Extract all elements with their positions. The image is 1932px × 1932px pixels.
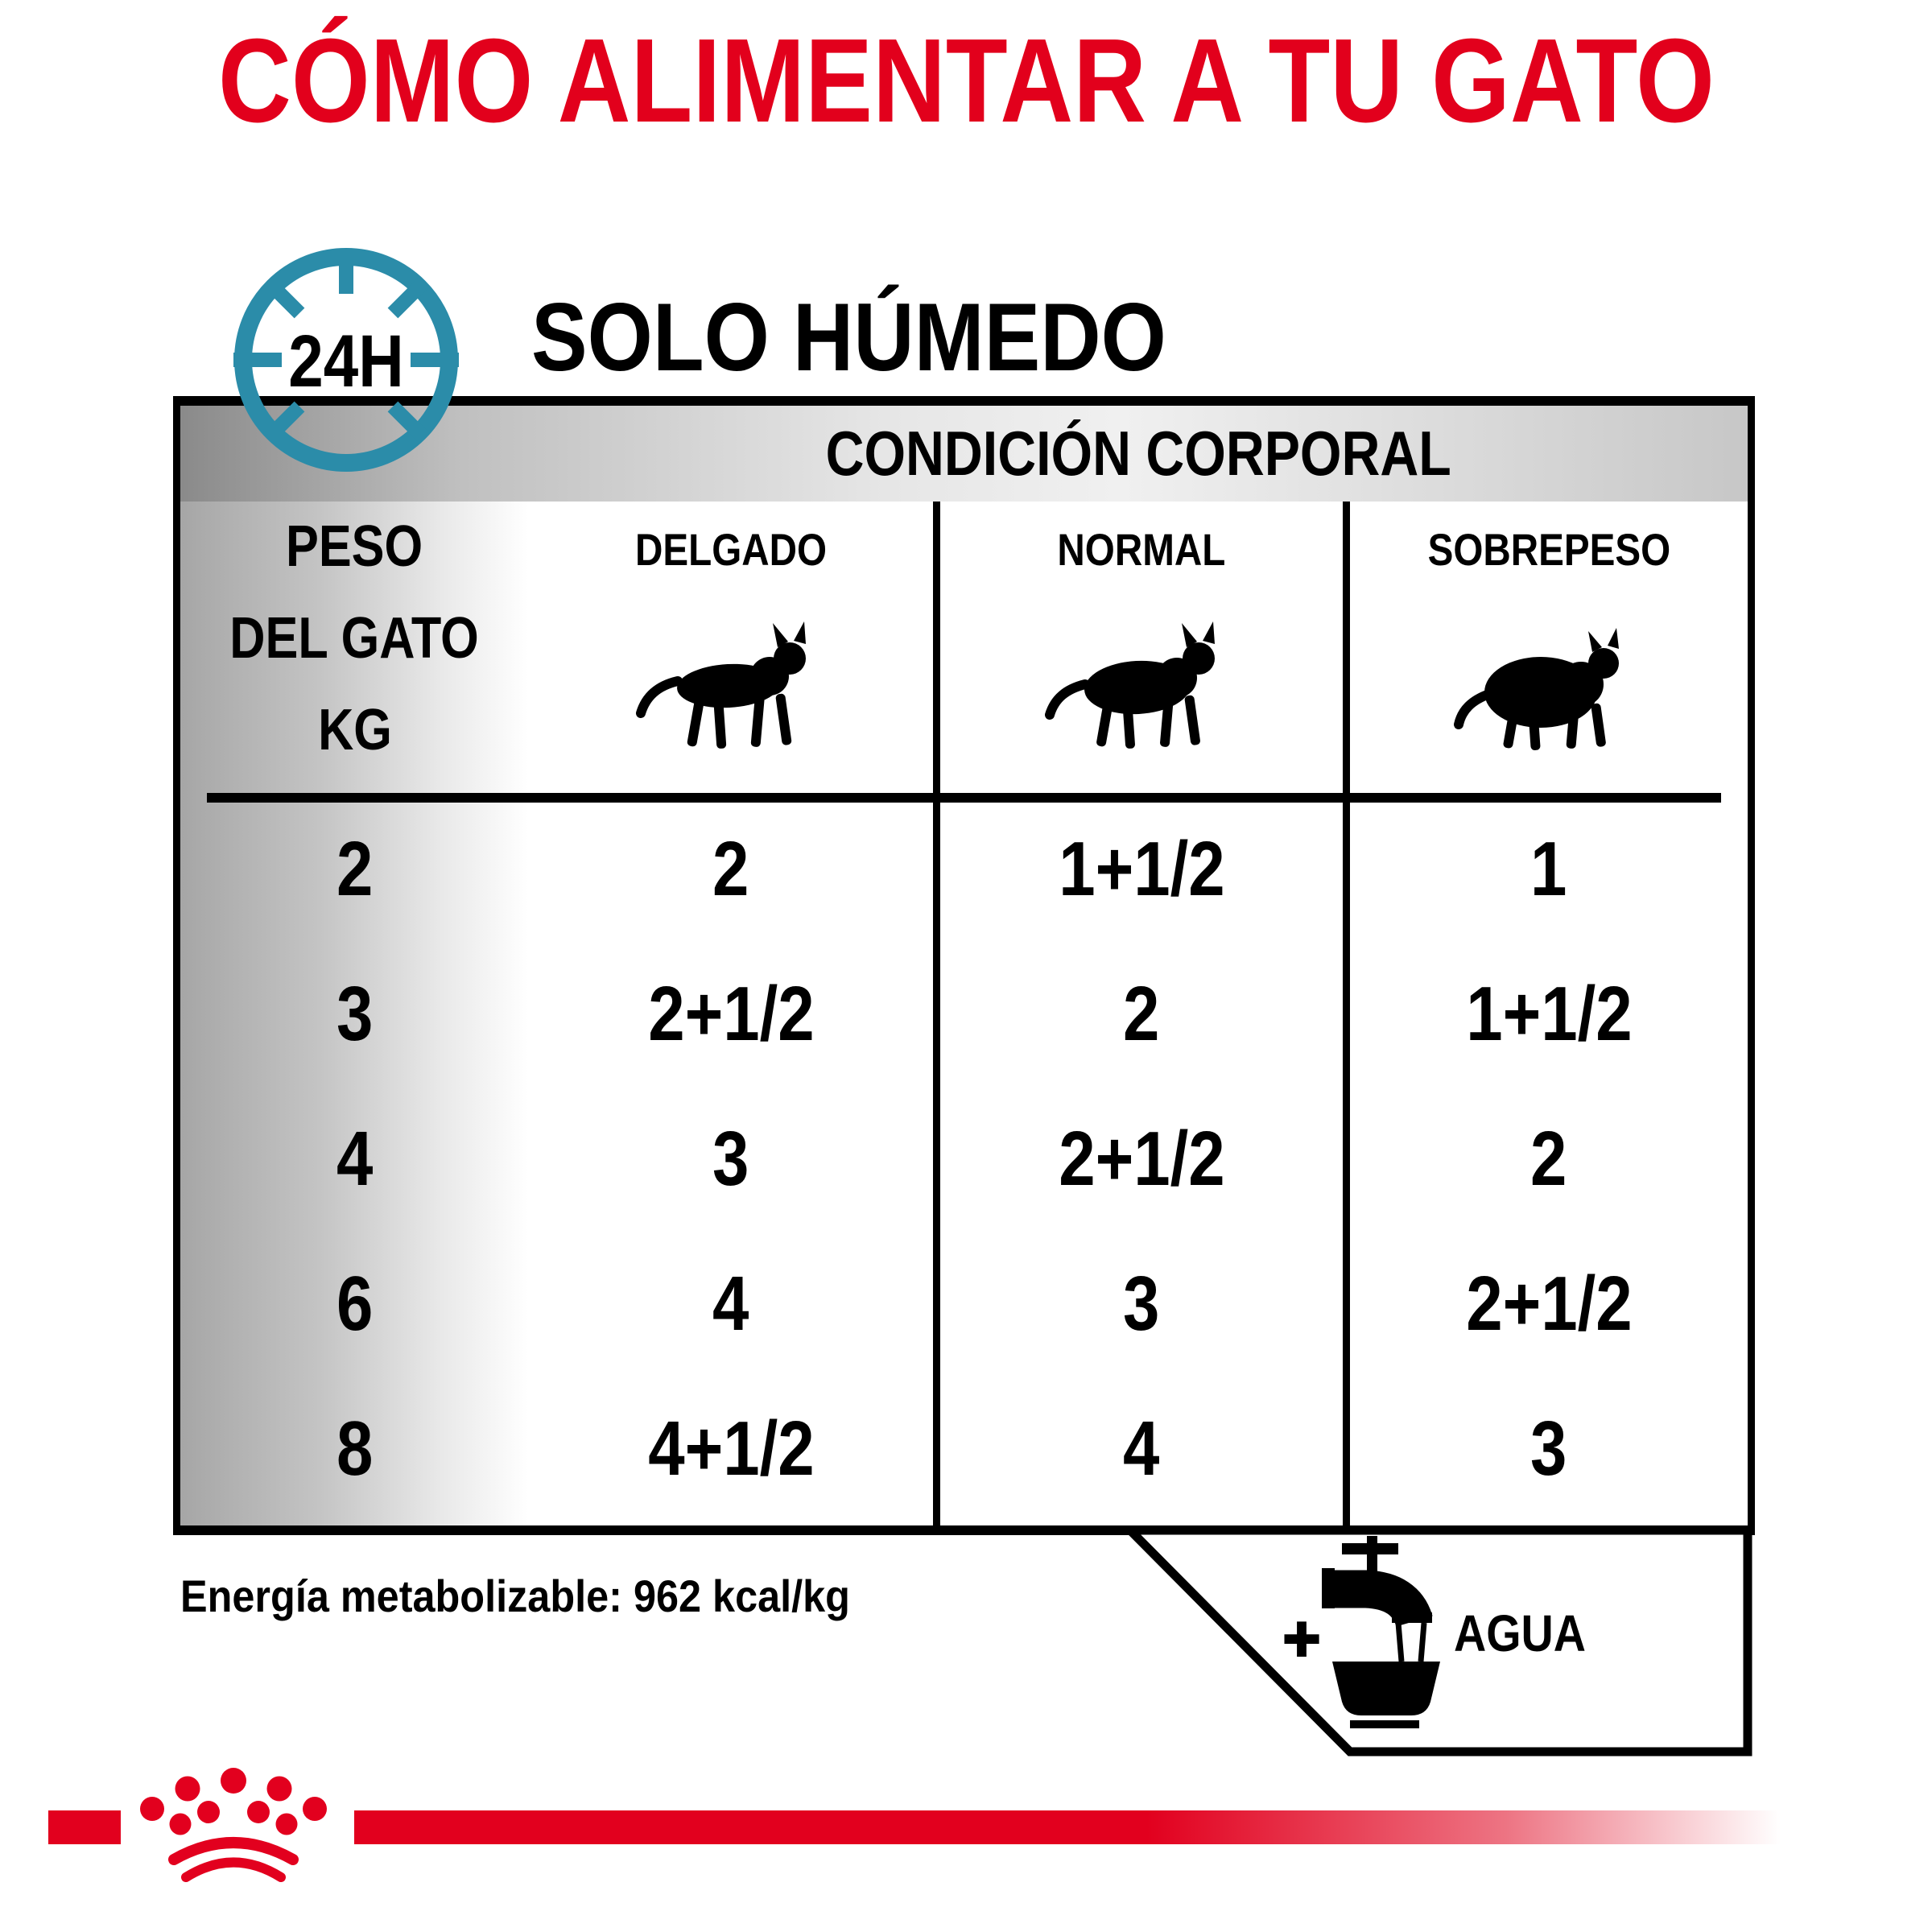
water-tap-bowl-icon bbox=[1322, 1536, 1440, 1728]
weight-column-line: PESO bbox=[286, 514, 423, 579]
table-row: 2 2 1+1/2 1 bbox=[180, 797, 1748, 942]
weight-cell: 2 bbox=[336, 826, 374, 912]
section-heading: SOLO HÚMEDO bbox=[531, 288, 1261, 386]
value-cell-sobrepeso: 2+1/2 bbox=[1465, 1261, 1633, 1347]
weight-cell: 6 bbox=[336, 1261, 374, 1347]
section-heading-text: SOLO HÚMEDO bbox=[531, 283, 1166, 391]
weight-cell: 8 bbox=[336, 1406, 374, 1492]
table-row: 3 2+1/2 2 1+1/2 bbox=[180, 942, 1748, 1087]
table-row: 8 4+1/2 4 3 bbox=[180, 1377, 1748, 1521]
value-cell-normal: 1+1/2 bbox=[1058, 826, 1225, 912]
value-cell-normal: 3 bbox=[1123, 1261, 1160, 1347]
weight-cell: 4 bbox=[336, 1116, 374, 1202]
value-cell-sobrepeso: 2 bbox=[1530, 1116, 1567, 1202]
column-header-delgado: DELGADO bbox=[635, 523, 827, 575]
energy-footnote: Energía metabolizable: 962 kcal/kg bbox=[180, 1571, 850, 1621]
value-cell-normal: 4 bbox=[1123, 1406, 1160, 1492]
badge-label: 24H bbox=[288, 320, 403, 402]
weight-cell: 3 bbox=[336, 971, 374, 1057]
column-divider bbox=[1343, 502, 1350, 1525]
value-cell-delgado: 4 bbox=[712, 1261, 749, 1347]
brand-bar-left bbox=[48, 1810, 121, 1844]
weight-column-line: KG bbox=[317, 698, 392, 762]
royal-canin-crown-paw-logo bbox=[140, 1768, 327, 1882]
water-callout bbox=[1119, 1525, 1752, 1757]
plus-icon: + bbox=[1282, 1602, 1322, 1676]
value-cell-sobrepeso: 1+1/2 bbox=[1465, 971, 1633, 1057]
value-cell-normal: 2+1/2 bbox=[1058, 1116, 1225, 1202]
cat-normal-icon bbox=[1045, 621, 1215, 749]
page-title: CÓMO ALIMENTAR A TU GATO bbox=[0, 21, 1932, 142]
header-separator-line bbox=[207, 793, 1721, 803]
page-title-text: CÓMO ALIMENTAR A TU GATO bbox=[217, 14, 1715, 147]
weight-column-line: DEL GATO bbox=[229, 606, 480, 671]
value-cell-normal: 2 bbox=[1123, 971, 1160, 1057]
water-callout-outline bbox=[1119, 1525, 1752, 1757]
table-row: 6 4 3 2+1/2 bbox=[180, 1232, 1748, 1377]
value-cell-delgado: 2 bbox=[712, 826, 749, 912]
column-header-normal: NORMAL bbox=[1057, 523, 1226, 575]
column-divider bbox=[933, 502, 940, 1525]
value-cell-sobrepeso: 1 bbox=[1530, 826, 1567, 912]
value-cell-delgado: 2+1/2 bbox=[647, 971, 815, 1057]
weight-column-background bbox=[180, 502, 529, 1525]
cat-overweight-icon bbox=[1454, 628, 1619, 750]
table-header-band bbox=[180, 406, 1748, 502]
brand-bar-right bbox=[354, 1810, 1795, 1844]
table-row: 4 3 2+1/2 2 bbox=[180, 1087, 1748, 1232]
cat-slim-icon bbox=[636, 621, 806, 749]
feeding-table: CONDICIÓN CORPORAL DELGADO NORMAL SOBREP… bbox=[173, 396, 1755, 1535]
table-header: CONDICIÓN CORPORAL bbox=[825, 418, 1451, 489]
24h-timer-icon: 24H bbox=[233, 248, 459, 472]
value-cell-sobrepeso: 3 bbox=[1530, 1406, 1567, 1492]
value-cell-delgado: 3 bbox=[712, 1116, 749, 1202]
weight-column-header: PESO DEL GATO KG bbox=[180, 501, 529, 776]
column-header-sobrepeso: SOBREPESO bbox=[1427, 523, 1670, 575]
water-label: AGUA bbox=[1454, 1604, 1586, 1662]
value-cell-delgado: 4+1/2 bbox=[647, 1406, 815, 1492]
